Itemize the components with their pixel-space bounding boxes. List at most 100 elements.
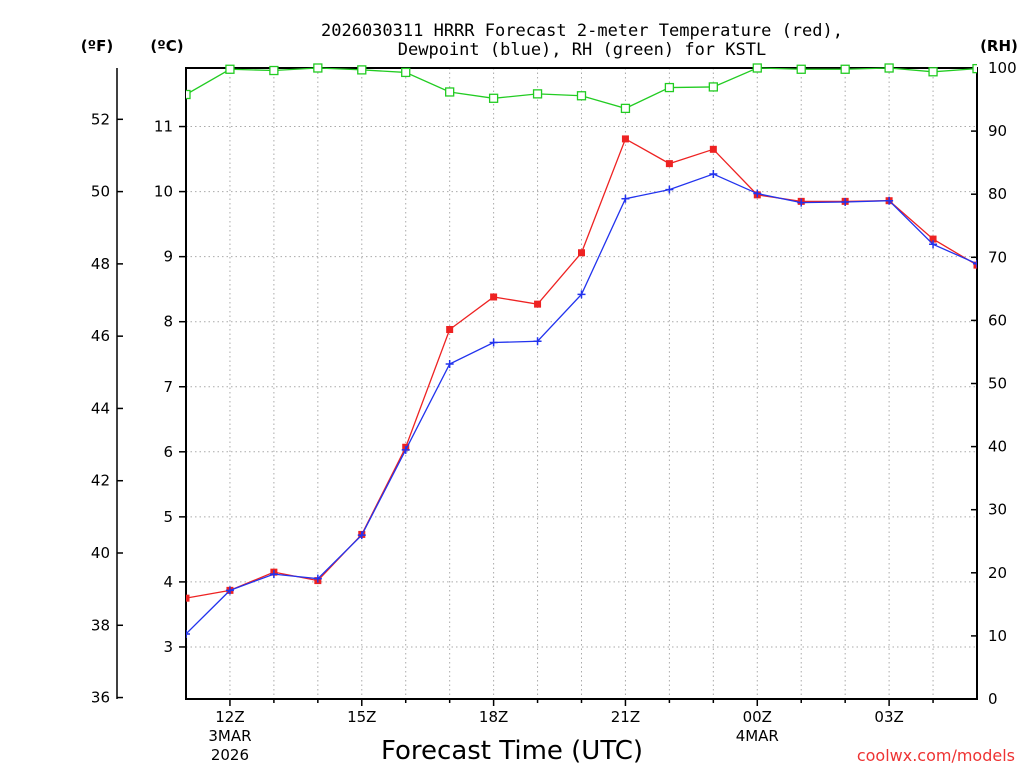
- rh-line: [186, 67, 977, 110]
- x-tick-label: 03Z: [874, 708, 903, 726]
- chart-title-line-2: Dewpoint (blue), RH (green) for KSTL: [398, 40, 766, 60]
- dewpoint-point: [797, 198, 806, 207]
- dewpoint-point: [186, 629, 190, 638]
- axes: 36 38 40 42 44 46 48 50 52 3 4 5 6 7 8 9 10 11 0 10 20 30 40 50…: [91, 59, 1017, 764]
- celsius-tick-label: 4: [163, 573, 173, 591]
- celsius-tick-label: 5: [163, 508, 173, 526]
- chart-title-line-1: 2026030311 HRRR Forecast 2-meter Tempera…: [321, 21, 843, 41]
- celsius-tick-label: 9: [163, 248, 173, 266]
- rh-point: [488, 93, 499, 103]
- rh-tick-label: 30: [988, 501, 1007, 519]
- celsius-tick-label: 8: [163, 313, 173, 331]
- dewpoint-point: [621, 194, 630, 203]
- x-date-label: 3MAR: [208, 727, 251, 745]
- dewpoint-point: [225, 586, 234, 595]
- x-tick-label: 18Z: [479, 708, 508, 726]
- celsius-tick-label: 6: [163, 443, 173, 461]
- x-axis-label: Forecast Time (UTC): [381, 736, 643, 766]
- fahrenheit-tick-label: 36: [91, 689, 110, 707]
- gridlines: [186, 68, 977, 699]
- rh-tick-label: 40: [988, 438, 1007, 456]
- fahrenheit-tick-label: 40: [91, 544, 110, 562]
- celsius-unit-label: (ºC): [150, 37, 183, 55]
- rh-point: [884, 63, 894, 73]
- x-tick-label: 21Z: [611, 708, 640, 726]
- rh-tick-label: 10: [988, 627, 1007, 645]
- rh-point: [357, 65, 367, 75]
- rh-point: [664, 82, 675, 93]
- temperature-point: [973, 261, 977, 269]
- dewpoint-point: [489, 338, 498, 347]
- fahrenheit-tick-label: 44: [91, 399, 110, 417]
- rh-tick-label: 80: [988, 185, 1007, 203]
- celsius-tick-label: 3: [163, 638, 173, 656]
- temperature-point: [709, 145, 717, 153]
- celsius-tick-label: 7: [163, 378, 173, 396]
- rh-point: [576, 91, 587, 101]
- dewpoint-point: [929, 240, 938, 249]
- temperature-point: [446, 326, 454, 334]
- celsius-tick-label: 10: [154, 183, 173, 201]
- dewpoint-point: [269, 570, 278, 579]
- dewpoint-point: [445, 359, 454, 368]
- rh-point: [186, 89, 191, 100]
- rh-unit-label: (RH): [980, 37, 1018, 55]
- dewpoint-point: [841, 198, 850, 207]
- dewpoint-point: [973, 259, 977, 268]
- dewpoint-point: [885, 196, 894, 205]
- rh-tick-label: 0: [988, 690, 998, 708]
- temperature-point: [621, 135, 629, 143]
- rh-point: [445, 87, 455, 97]
- x-tick-label: 15Z: [347, 708, 376, 726]
- dewpoint-point: [665, 185, 674, 194]
- data-series: [186, 63, 977, 638]
- dewpoint-point: [401, 445, 410, 454]
- dewpoint-point: [709, 170, 718, 179]
- temperature-point: [929, 235, 937, 243]
- temperature-point: [186, 594, 190, 602]
- rh-point: [225, 64, 235, 74]
- rh-tick-label: 90: [988, 122, 1007, 140]
- fahrenheit-tick-label: 42: [91, 472, 110, 490]
- rh-point: [972, 63, 977, 74]
- rh-tick-label: 50: [988, 375, 1007, 393]
- fahrenheit-tick-label: 48: [91, 255, 110, 273]
- dewpoint-line: [186, 173, 977, 635]
- fahrenheit-tick-label: 52: [91, 110, 110, 128]
- temperature-point: [490, 293, 498, 301]
- rh-point: [269, 65, 279, 76]
- dewpoint-point: [313, 574, 322, 583]
- dewpoint-point: [533, 337, 542, 346]
- rh-point: [928, 67, 938, 77]
- rh-point: [840, 64, 850, 74]
- temperature-point: [534, 300, 542, 308]
- credit-text[interactable]: coolwx.com/models: [857, 746, 1015, 765]
- rh-point: [532, 89, 543, 99]
- series-rh: [186, 63, 977, 114]
- rh-point: [752, 63, 762, 73]
- temperature-point: [665, 160, 673, 168]
- rh-tick-label: 60: [988, 311, 1007, 329]
- x-tick-label: 12Z: [215, 708, 244, 726]
- dewpoint-point: [577, 290, 586, 299]
- rh-tick-label: 20: [988, 564, 1007, 582]
- rh-point: [313, 63, 323, 73]
- rh-point: [708, 82, 718, 92]
- rh-point: [796, 64, 806, 74]
- rh-tick-label: 100: [988, 59, 1017, 77]
- dewpoint-point: [753, 189, 762, 198]
- celsius-tick-label: 11: [154, 118, 173, 136]
- fahrenheit-unit-label: (ºF): [81, 37, 113, 55]
- x-year-label: 2026: [211, 746, 249, 764]
- temperature-point: [578, 249, 585, 257]
- rh-tick-label: 70: [988, 248, 1007, 266]
- rh-point: [620, 103, 631, 114]
- fahrenheit-tick-label: 46: [91, 327, 110, 345]
- fahrenheit-tick-label: 50: [91, 183, 110, 201]
- x-tick-label: 00Z: [743, 708, 772, 726]
- x-date-label: 4MAR: [736, 727, 779, 745]
- series-dewpoint: [186, 170, 977, 638]
- rh-point: [401, 67, 411, 78]
- dewpoint-point: [357, 531, 366, 540]
- fahrenheit-tick-label: 38: [91, 616, 110, 634]
